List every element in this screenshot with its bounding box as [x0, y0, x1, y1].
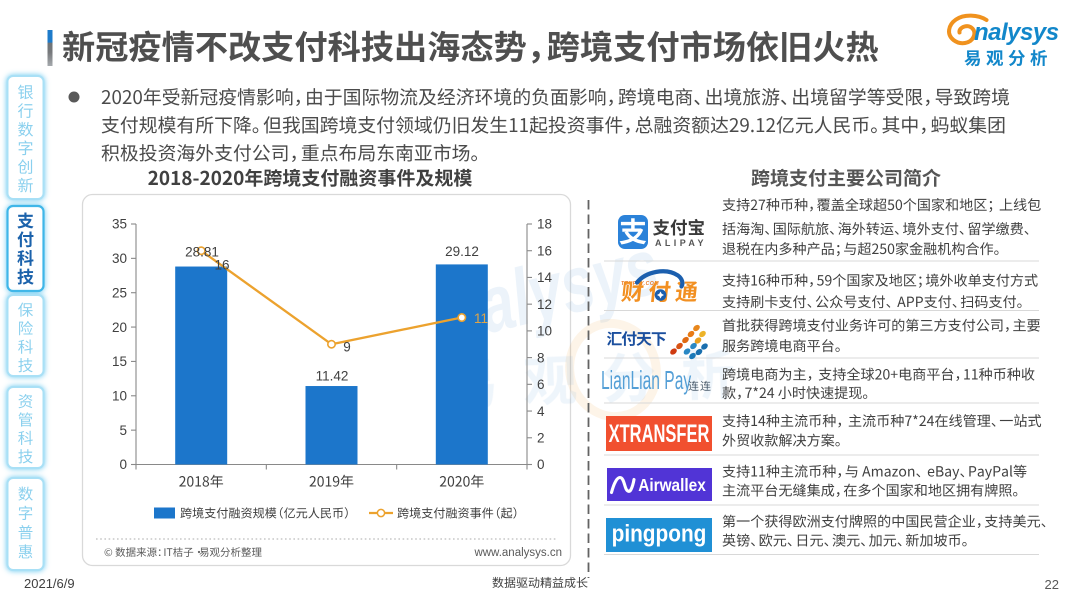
svg-text:9: 9 — [343, 340, 351, 355]
svg-text:11.42: 11.42 — [316, 369, 349, 384]
svg-text:ALIPAY: ALIPAY — [655, 238, 707, 248]
svg-text:10: 10 — [112, 388, 127, 403]
svg-text:22: 22 — [1045, 577, 1059, 592]
svg-text:20: 20 — [112, 320, 127, 335]
svg-text:25: 25 — [112, 285, 127, 300]
svg-text:8: 8 — [537, 350, 545, 365]
svg-text:nalysys: nalysys — [974, 19, 1059, 46]
svg-text:4: 4 — [537, 404, 545, 419]
svg-text:6: 6 — [537, 377, 545, 392]
svg-text:www.analysys.cn: www.analysys.cn — [473, 547, 562, 559]
svg-text:0: 0 — [119, 457, 127, 472]
svg-text:28.81: 28.81 — [185, 245, 219, 260]
svg-text:2: 2 — [537, 430, 545, 445]
svg-text:5: 5 — [119, 423, 127, 438]
svg-text:30: 30 — [112, 251, 127, 266]
svg-text:LianLian Pay: LianLian Pay — [601, 366, 691, 395]
svg-text:29.12: 29.12 — [445, 244, 479, 259]
svg-text:12: 12 — [537, 297, 552, 312]
svg-text:XTRANSFER: XTRANSFER — [609, 421, 710, 448]
svg-text:pingpong: pingpong — [612, 519, 707, 547]
svg-text:18: 18 — [537, 217, 552, 232]
svg-text:Airwallex: Airwallex — [638, 476, 706, 495]
svg-text:0: 0 — [537, 457, 545, 472]
svg-text:2021/6/9: 2021/6/9 — [24, 576, 75, 591]
svg-text:16: 16 — [537, 243, 552, 258]
svg-text:10: 10 — [537, 324, 552, 339]
svg-text:16: 16 — [214, 258, 229, 273]
svg-text:14: 14 — [537, 270, 553, 285]
svg-text:15: 15 — [112, 354, 127, 369]
svg-text:11: 11 — [474, 311, 488, 326]
svg-text:35: 35 — [112, 217, 127, 232]
